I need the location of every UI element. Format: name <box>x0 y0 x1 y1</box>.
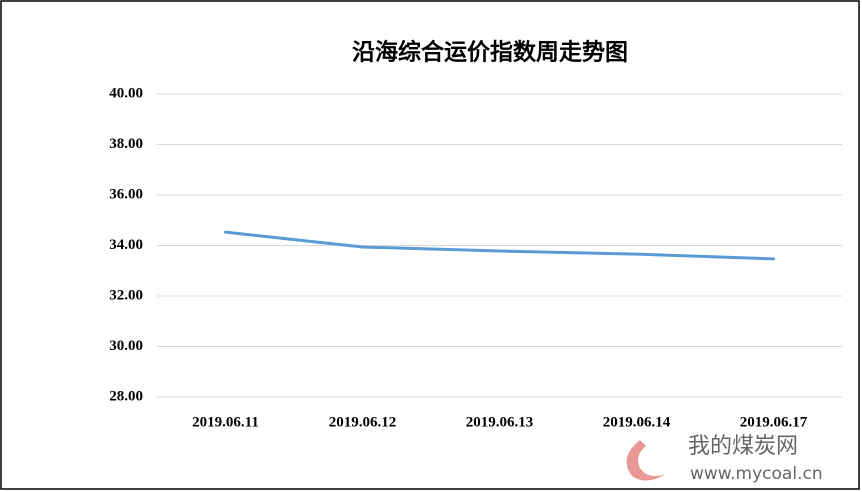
watermark-logo <box>626 440 666 481</box>
y-tick-label: 40.00 <box>109 85 143 101</box>
y-tick-label: 32.00 <box>109 287 143 303</box>
x-tick-label: 2019.06.13 <box>466 414 534 430</box>
y-tick-label: 28.00 <box>109 388 143 404</box>
x-tick-label: 2019.06.11 <box>192 414 259 430</box>
y-tick-label: 36.00 <box>109 186 143 202</box>
x-tick-label: 2019.06.14 <box>603 414 671 430</box>
x-tick-label: 2019.06.17 <box>740 414 808 430</box>
y-tick-label: 30.00 <box>109 338 143 354</box>
watermark-site: 我的煤炭网 <box>688 434 798 459</box>
y-tick-label: 38.00 <box>109 136 143 152</box>
x-tick-label: 2019.06.12 <box>329 414 397 430</box>
watermark: 我的煤炭网 www.mycoal.cn <box>626 434 823 484</box>
watermark-url: www.mycoal.cn <box>690 464 823 484</box>
y-tick-label: 34.00 <box>109 237 143 253</box>
series-line <box>224 230 775 261</box>
chart-title: 沿海综合运价指数周走势图 <box>352 38 628 64</box>
